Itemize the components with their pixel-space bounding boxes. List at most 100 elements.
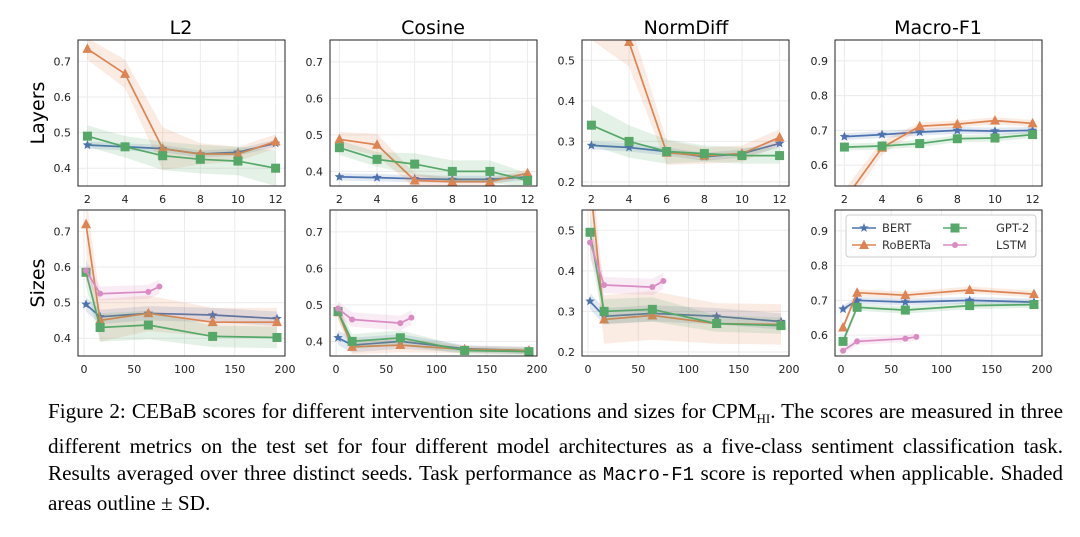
- series-roberta-point: [232, 148, 243, 158]
- plot-area: 0.2 0.3 0.4 0.5 0 50 100 150 200: [558, 209, 800, 376]
- series-roberta-point: [838, 321, 849, 332]
- x-tick-label: 4: [626, 193, 633, 206]
- series-roberta-point: [207, 316, 218, 327]
- series-roberta-point: [409, 175, 420, 185]
- series-gpt-2-point: [410, 159, 420, 169]
- x-tick-label: 150: [728, 363, 749, 376]
- series-gpt-2-point: [877, 141, 887, 151]
- plot-area: 0.4 0.5 0.6 0.7 2 4 6 8 10 12: [54, 39, 286, 206]
- series-gpt-2-point: [965, 301, 975, 311]
- series-roberta-point: [81, 218, 92, 229]
- series-gpt-2-line: [591, 124, 780, 157]
- x-tick-label: 2: [336, 193, 343, 206]
- series-gpt-2-point: [952, 134, 962, 144]
- x-tick-label: 4: [122, 193, 129, 206]
- y-tick-label: 0.6: [54, 91, 72, 104]
- series-roberta-band: [590, 210, 781, 345]
- y-tick-label: 0.9: [811, 55, 829, 68]
- y-tick-label: 0.4: [54, 332, 72, 345]
- y-tick-label: 0.7: [811, 294, 829, 307]
- series-gpt-2-point: [272, 332, 282, 342]
- series-gpt-2-band: [591, 104, 780, 164]
- y-tick-label: 0.5: [306, 299, 324, 312]
- y-tick-label: 0.2: [558, 346, 576, 359]
- panel-layers-normdiff: 0.2 0.3 0.4 0.5 2 4 6 8 10 12: [558, 39, 790, 206]
- y-tick-label: 0.5: [558, 54, 576, 67]
- legend-marker-roberta: [859, 239, 869, 249]
- panel-sizes-cosine: 0.4 0.5 0.6 0.7 0 50 100 150 200: [306, 209, 548, 376]
- series-lstm-point: [408, 314, 415, 321]
- series-bert-point: [839, 131, 850, 141]
- y-tick-label: 0.4: [558, 95, 576, 108]
- series-bert-band: [338, 330, 529, 355]
- series-roberta-point: [522, 167, 533, 178]
- plot-area: 0.4 0.5 0.6 0.7 2 4 6 8 10 12: [306, 39, 538, 206]
- series-gpt-2-point: [158, 151, 168, 161]
- series-lstm-band: [590, 226, 664, 296]
- y-tick-label: 0.3: [558, 135, 576, 148]
- series-gpt-2-point: [460, 346, 470, 356]
- x-tick-label: 200: [1032, 363, 1053, 376]
- column-title-normdiff: NormDiff: [644, 17, 730, 39]
- series-bert-point: [990, 126, 1000, 136]
- series-layer: [333, 301, 534, 356]
- y-tick-label: 0.6: [306, 262, 324, 275]
- x-tick-label: 200: [275, 363, 296, 376]
- series-lstm-point: [902, 335, 909, 342]
- y-tick-label: 0.3: [558, 305, 576, 318]
- legend-label-lstm: LSTM: [996, 238, 1027, 252]
- x-tick-label: 150: [476, 363, 497, 376]
- series-roberta-point: [900, 289, 911, 300]
- series-gpt-2-point: [852, 302, 862, 312]
- x-tick-label: 150: [224, 363, 245, 376]
- x-tick-label: 10: [988, 193, 1002, 206]
- series-gpt-2-point: [485, 166, 495, 176]
- y-tick-label: 0.4: [54, 162, 72, 175]
- series-bert-point: [585, 296, 595, 306]
- legend-box: [845, 214, 1037, 258]
- column-title-macro-f1: Macro-F1: [894, 17, 982, 39]
- x-tick-label: 150: [981, 363, 1002, 376]
- series-gpt-2-band: [339, 140, 528, 186]
- series-gpt-2-point: [447, 166, 457, 176]
- caption-text-1: CEBaB scores for different intervention …: [131, 399, 757, 423]
- axes-frame: [77, 209, 286, 357]
- series-roberta-band: [86, 210, 277, 342]
- series-roberta-point: [395, 339, 406, 350]
- legend-entry-gpt-2: GPT-2: [943, 221, 1029, 235]
- axes-frame: [581, 39, 790, 187]
- series-lstm-line: [85, 270, 160, 295]
- x-tick-label: 10: [483, 193, 497, 206]
- series-roberta-point: [271, 316, 282, 327]
- legend-label-roberta: RoBERTa: [882, 238, 931, 252]
- series-gpt-2-point: [775, 151, 785, 161]
- series-lstm-point: [601, 282, 608, 289]
- series-bert-line: [844, 129, 1033, 138]
- series-bert-point: [952, 125, 963, 135]
- series-roberta-point: [372, 139, 383, 149]
- y-tick-label: 0.5: [54, 127, 72, 140]
- series-gpt-2-point: [838, 336, 848, 346]
- y-tick-label: 0.6: [306, 92, 324, 105]
- x-tick-label: 100: [426, 363, 447, 376]
- x-tick-label: 8: [449, 193, 456, 206]
- series-gpt-2-point: [395, 333, 405, 343]
- series-roberta-point: [599, 314, 610, 324]
- series-roberta-point: [1027, 117, 1038, 128]
- y-tick-label: 0.5: [306, 129, 324, 142]
- series-lstm-point: [913, 333, 920, 340]
- column-title-l2: L2: [170, 17, 193, 39]
- series-bert-band: [339, 173, 528, 184]
- legend-label-gpt-2: GPT-2: [996, 221, 1029, 235]
- series-gpt-2-point: [143, 320, 153, 330]
- series-roberta-point: [95, 314, 106, 325]
- series-lstm-point: [97, 290, 104, 297]
- caption-code: Macro-F1: [602, 464, 695, 487]
- series-gpt-2-point: [347, 336, 357, 346]
- series-bert-point: [207, 310, 218, 320]
- y-tick-label: 0.6: [811, 159, 829, 172]
- series-gpt-2-point: [208, 331, 218, 341]
- y-tick-label: 0.7: [306, 226, 324, 239]
- panel-layers-l2: 0.4 0.5 0.6 0.7 2 4 6 8 10 12: [54, 39, 286, 206]
- series-lstm-point: [145, 288, 152, 295]
